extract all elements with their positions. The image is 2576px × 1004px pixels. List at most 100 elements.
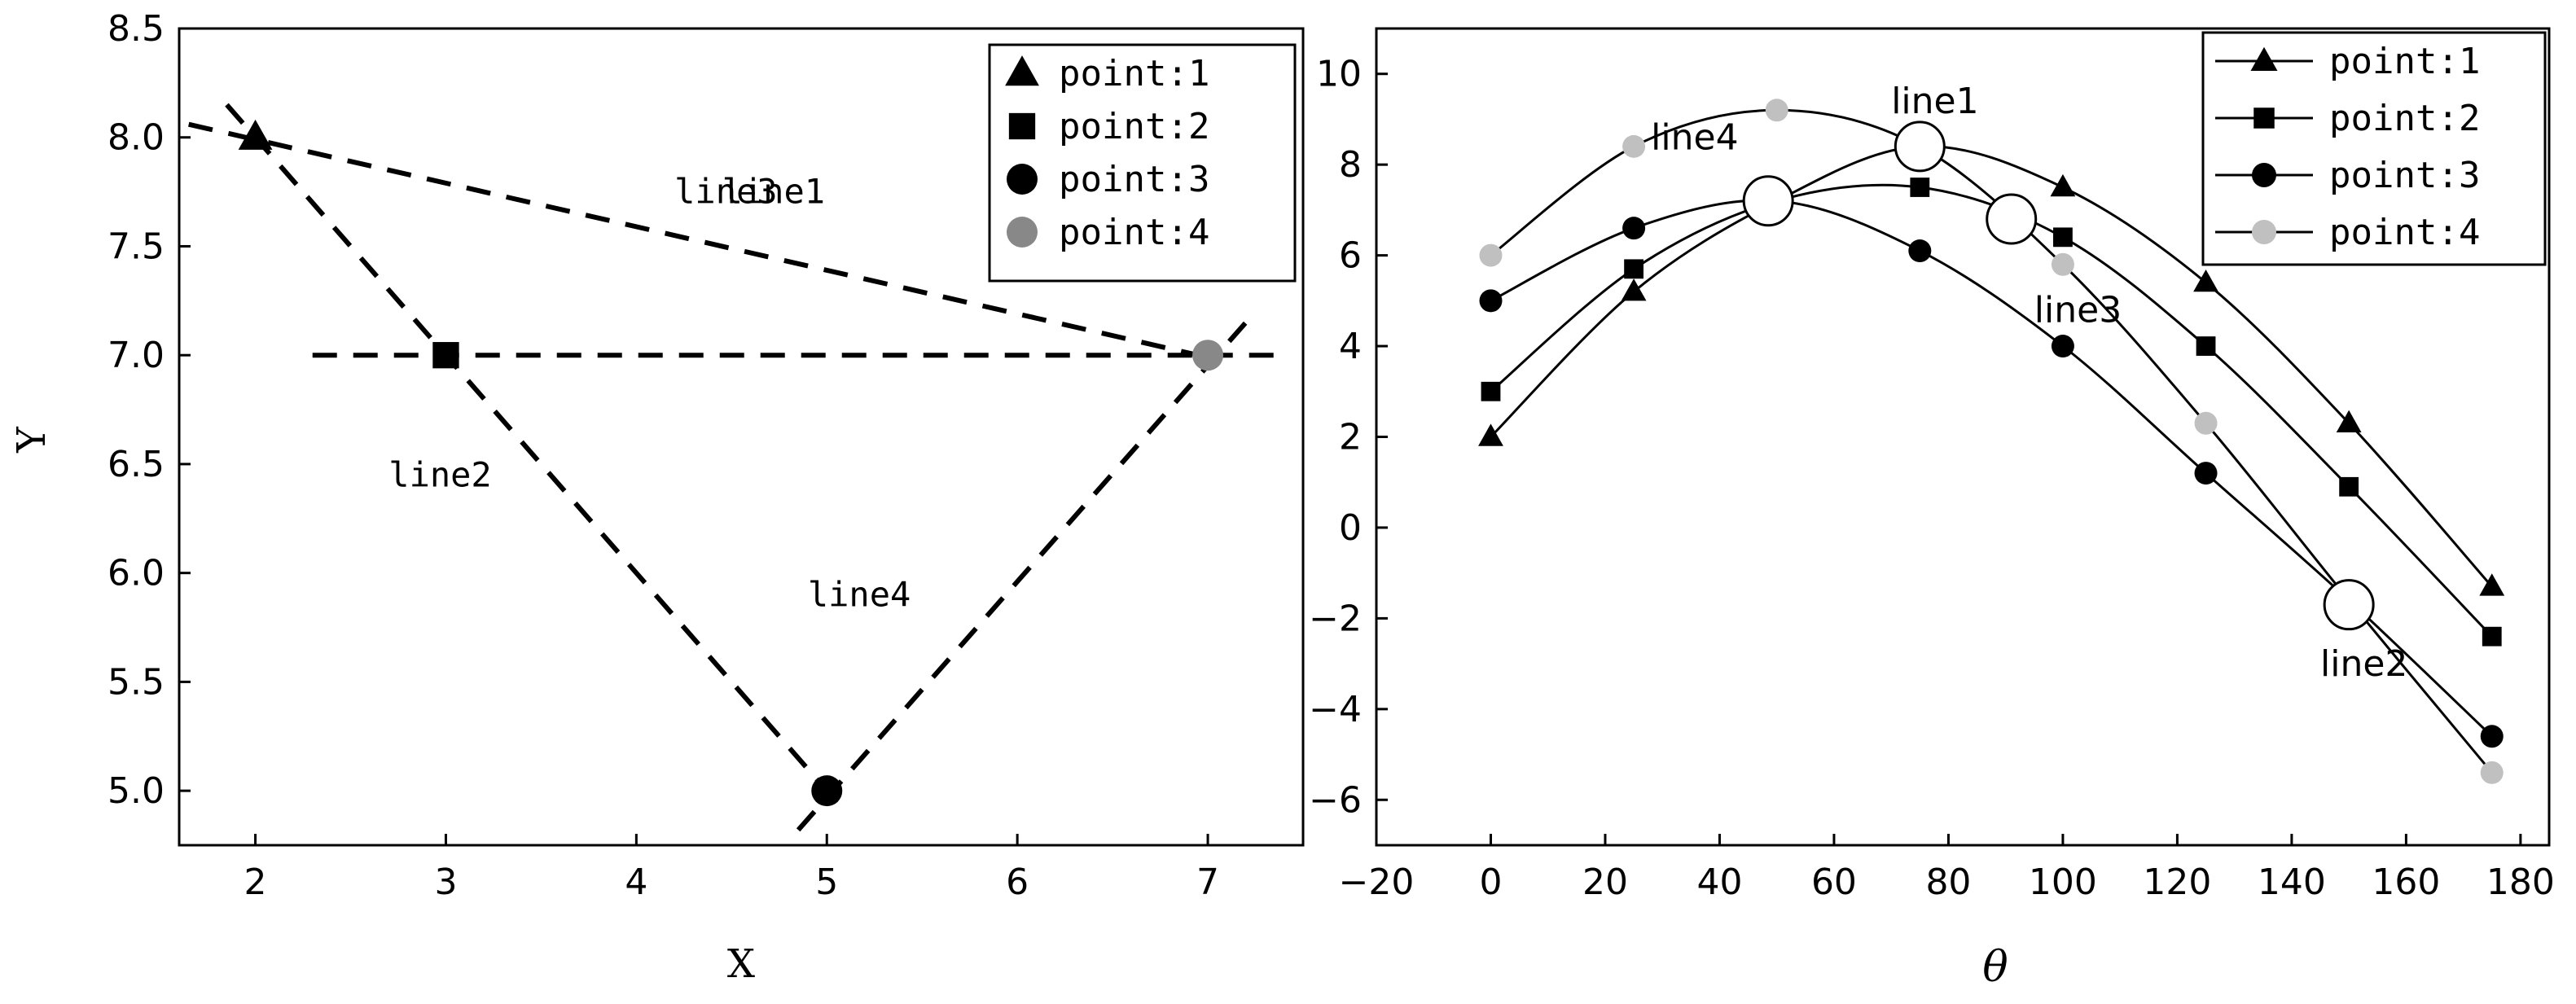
- right-line3-intersection: [1986, 193, 2038, 245]
- right-series-3-point-4: [1908, 239, 1932, 263]
- right-legend-marker-1: [2250, 46, 2278, 71]
- left-lines: [188, 103, 1284, 832]
- left-legend: point:1 point:2 point:3 point:4: [988, 43, 1297, 283]
- left-chart: 2 3 4 5 6 75.05.56.06.57.07.58.08.5 line1line…: [9, 8, 1305, 987]
- left-line1-label: line1: [722, 172, 825, 212]
- left-point-2-marker: [432, 342, 459, 369]
- right-series-4-point-1: [1479, 243, 1503, 267]
- left-y-tick-label: 8.5: [108, 8, 165, 50]
- left-x-tick-label: 7: [1196, 862, 1219, 903]
- right-series-2-point-1: [1481, 381, 1501, 401]
- right-series-2-point-4: [1910, 178, 1930, 197]
- right-series-2-point-5: [2053, 227, 2073, 248]
- right-series-1-point-1: [1478, 423, 1503, 446]
- left-legend-label-3: point:3: [1059, 159, 1209, 200]
- left-line3-label: line3: [674, 172, 777, 212]
- left-line4: [796, 309, 1257, 832]
- right-x-tick-label: 140: [2258, 862, 2326, 903]
- left-legend-marker-2: [1008, 112, 1036, 140]
- left-line2-label: line2: [388, 454, 491, 494]
- right-x-tick-label: 80: [1925, 862, 1971, 903]
- left-y-tick-label: 5.5: [108, 661, 165, 703]
- left-x-axis-title: X: [727, 941, 755, 987]
- right-x-tick-label: 40: [1696, 862, 1742, 903]
- right-y-tick-label: 4: [1339, 326, 1362, 367]
- right-x-tick-label: 120: [2143, 862, 2211, 903]
- right-series-3-point-1: [1479, 289, 1503, 313]
- right-series-4-point-3: [1765, 99, 1788, 122]
- left-x-tick-label: 5: [815, 862, 838, 903]
- left-plot-frame: [178, 27, 1305, 847]
- left-line-labels: line1 line2 line3 line4: [388, 172, 911, 615]
- right-line3-label: line3: [2034, 289, 2122, 331]
- right-series-4-point-5: [2051, 252, 2074, 276]
- right-y-tick-label: 2: [1339, 417, 1362, 458]
- right-series-2-point-6: [2196, 336, 2216, 356]
- right-x-tick-label: 20: [1582, 862, 1628, 903]
- left-line4-label: line4: [808, 574, 911, 614]
- right-y-tick-label: 10: [1316, 54, 1362, 95]
- right-y-tick-label: 6: [1339, 235, 1362, 277]
- right-series-2-point-7: [2339, 476, 2359, 497]
- left-legend-label-4: point:4: [1059, 212, 1209, 253]
- left-x-tick-label: 3: [434, 862, 457, 903]
- right-line1-label: line1: [1891, 81, 1978, 122]
- right-series-4-point-6: [2194, 411, 2218, 435]
- right-x-tick-label: −20: [1339, 862, 1415, 903]
- left-x-tick-label: 2: [244, 862, 267, 903]
- left-y-axis-title: Y: [9, 426, 55, 454]
- left-legend-marker-1: [1005, 55, 1039, 86]
- left-line2: [225, 103, 829, 793]
- right-x-tick-label: 180: [2486, 862, 2555, 903]
- left-x-tick-label: 6: [1006, 862, 1029, 903]
- right-series-1-point-7: [2336, 410, 2362, 432]
- right-x-tick-label: 100: [2029, 862, 2097, 903]
- left-y-tick-label: 5.0: [108, 770, 165, 812]
- right-series-3-point-8: [2480, 725, 2504, 748]
- left-point-4-marker: [1192, 340, 1224, 371]
- right-series-1-point-8: [2479, 573, 2505, 596]
- left-legend-label-1: point:1: [1059, 53, 1209, 94]
- right-y-tick-label: 8: [1339, 144, 1362, 186]
- right-series-3-point-2: [1622, 217, 1646, 240]
- left-x-tick-label: 4: [625, 862, 647, 903]
- right-x-tick-label: 160: [2372, 862, 2440, 903]
- left-y-tick-label: 8.0: [108, 117, 165, 159]
- right-series-4-point-2: [1622, 134, 1646, 158]
- right-series-4-point-8: [2480, 761, 2504, 784]
- right-series-2-point-2: [1624, 259, 1643, 279]
- right-x-axis-title: θ: [1982, 943, 2008, 992]
- right-intersections: line1 line4 line3 line2: [1651, 81, 2407, 685]
- right-y-tick-label: −4: [1309, 689, 1362, 730]
- left-legend-marker-4: [1007, 217, 1038, 248]
- right-y-tick-label: 0: [1339, 507, 1362, 549]
- left-points: [238, 119, 1224, 807]
- left-legend-box: [988, 43, 1297, 283]
- right-series-1-point-2: [1621, 278, 1647, 301]
- right-y-tick-label: −2: [1309, 598, 1362, 639]
- left-y-tick-label: 6.0: [108, 553, 165, 594]
- right-legend-label-3: point:3: [2329, 155, 2480, 196]
- left-y-tick-label: 7.5: [108, 226, 165, 267]
- left-ticks: 2 3 4 5 6 7 5.0 5.5 6.0 6.5 7.0 7.5 8.0 8.5: [108, 8, 1219, 903]
- right-legend-label-1: point:1: [2329, 41, 2480, 82]
- left-legend-label-2: point:2: [1059, 106, 1209, 147]
- right-legend-label-4: point:4: [2329, 212, 2480, 253]
- left-line1: [188, 121, 1218, 362]
- right-legend-marker-2: [2253, 107, 2275, 129]
- left-point-3-marker: [811, 775, 843, 807]
- right-legend-marker-4: [2252, 220, 2276, 244]
- right-series-1-point-6: [2193, 269, 2218, 292]
- right-series-3-point-5: [2051, 335, 2074, 358]
- right-line1-intersection: [1894, 121, 1946, 173]
- right-x-tick-label: 0: [1479, 862, 1502, 903]
- left-y-tick-label: 7.0: [108, 335, 165, 376]
- left-y-tick-label: 6.5: [108, 444, 165, 485]
- right-line4-label: line4: [1651, 117, 1738, 159]
- left-legend-marker-3: [1007, 164, 1038, 195]
- right-series-1-point-5: [2050, 173, 2076, 197]
- right-legend: point:1 point:2 point:3 point:4: [2201, 31, 2547, 266]
- right-legend-marker-3: [2252, 163, 2276, 187]
